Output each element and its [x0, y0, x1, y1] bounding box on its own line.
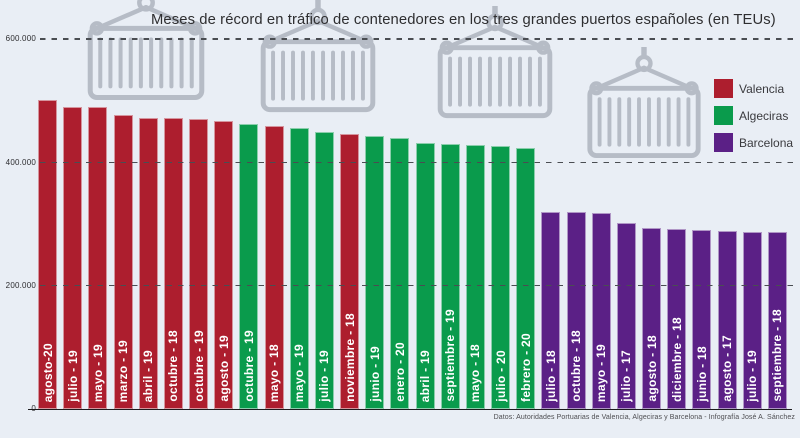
bar-algeciras: junio - 19	[365, 136, 385, 409]
bar-algeciras: mayo - 18	[465, 145, 485, 409]
bar-algeciras: enero - 20	[390, 137, 410, 409]
legend-item-barcelona: Barcelona	[714, 133, 793, 152]
bar-algeciras: octubre - 19	[239, 123, 259, 409]
legend-swatch	[714, 133, 733, 152]
bar-label: noviembre - 18	[342, 313, 357, 402]
bar-label: julio - 20	[493, 350, 508, 402]
bar-barcelona: mayo - 19	[591, 213, 611, 409]
bar-label: julio - 17	[619, 350, 634, 402]
bar-label: agosto - 19	[216, 335, 231, 402]
bar-valencia: abril - 19	[138, 117, 158, 409]
bar-valencia: agosto - 19	[214, 121, 234, 409]
gridline	[40, 161, 793, 164]
legend-label: Valencia	[739, 81, 785, 96]
bar-algeciras: septiembre - 19	[440, 144, 460, 409]
bar-label: julio - 19	[745, 350, 760, 402]
bar-label: julio - 19	[65, 350, 80, 402]
bar-valencia: octubre - 18	[163, 118, 183, 409]
bar-algeciras: febrero - 20	[516, 147, 536, 409]
bar-valencia: octubre - 19	[189, 119, 209, 409]
bar-label: marzo - 19	[116, 339, 130, 402]
x-axis-line	[28, 409, 792, 411]
bar-algeciras: julio - 20	[491, 145, 511, 409]
bar-label: abril - 19	[418, 349, 433, 402]
y-tick-label: 600.000	[5, 34, 36, 44]
bar-valencia: marzo - 19	[113, 114, 133, 409]
bar-label: mayo - 18	[267, 343, 282, 402]
bar-label: octubre - 18	[569, 330, 584, 402]
bar-barcelona: julio - 17	[616, 222, 636, 409]
bar-label: julio - 19	[317, 350, 332, 402]
y-tick-label: 0	[0, 404, 36, 413]
bar-valencia: agosto-20	[38, 99, 57, 409]
legend: Valencia Algeciras Barcelona	[714, 79, 793, 152]
source-credit: Datos: Autoridades Portuarias de Valenci…	[493, 414, 795, 421]
bar-label: agosto - 18	[644, 335, 659, 402]
legend-swatch	[714, 79, 733, 98]
legend-label: Algeciras	[739, 108, 789, 123]
bar-label: mayo - 19	[90, 343, 105, 402]
bar-label: septiembre - 19	[443, 309, 458, 402]
bar-label: agosto - 17	[720, 335, 735, 402]
bar-valencia: mayo - 18	[264, 125, 284, 409]
bar-label: mayo - 19	[292, 343, 307, 402]
bar-label: diciembre - 18	[669, 317, 684, 402]
hanging-container-icon	[579, 47, 709, 160]
bar-barcelona: julio - 18	[541, 211, 561, 409]
bar-label: octubre - 19	[191, 330, 206, 402]
bar-valencia: noviembre - 18	[340, 134, 360, 409]
y-tick-label: 200.000	[5, 280, 36, 290]
legend-label: Barcelona	[739, 135, 794, 150]
bar-label: junio - 19	[367, 346, 382, 402]
bar-label: mayo - 18	[468, 343, 483, 402]
bar-barcelona: junio - 18	[692, 230, 712, 409]
bar-label: octubre - 18	[166, 330, 181, 402]
legend-swatch	[714, 106, 733, 125]
y-tick-label: 400.000	[5, 157, 36, 167]
bar-label: junio - 18	[694, 346, 709, 402]
bar-label: enero - 20	[392, 342, 407, 402]
bar-label: abril - 19	[141, 349, 156, 402]
chart-title: Meses de récord en tráfico de contenedor…	[151, 12, 776, 28]
bar-label: agosto-20	[40, 342, 55, 402]
bar-barcelona: agosto - 17	[717, 230, 737, 409]
legend-item-algeciras: Algeciras	[714, 106, 793, 125]
bar-valencia: mayo - 19	[88, 107, 108, 409]
bar-label: julio - 18	[543, 350, 558, 402]
bar-barcelona: agosto - 18	[642, 227, 662, 409]
bar-label: mayo - 19	[594, 343, 609, 402]
legend-item-valencia: Valencia	[714, 79, 793, 98]
bar-algeciras: julio - 19	[314, 131, 334, 409]
gridline	[40, 38, 793, 40]
gridline	[40, 284, 793, 287]
bar-label: febrero - 20	[518, 333, 533, 402]
bar-valencia: julio - 19	[63, 106, 83, 409]
bar-algeciras: mayo - 19	[289, 128, 309, 409]
bar-barcelona: septiembre - 18	[767, 232, 787, 409]
bar-barcelona: julio - 19	[742, 232, 762, 409]
bar-barcelona: diciembre - 18	[667, 229, 687, 409]
bar-label: octubre - 19	[241, 330, 256, 402]
bar-barcelona: octubre - 18	[566, 211, 586, 409]
bar-label: septiembre - 18	[770, 309, 785, 402]
bar-algeciras: abril - 19	[415, 142, 435, 409]
